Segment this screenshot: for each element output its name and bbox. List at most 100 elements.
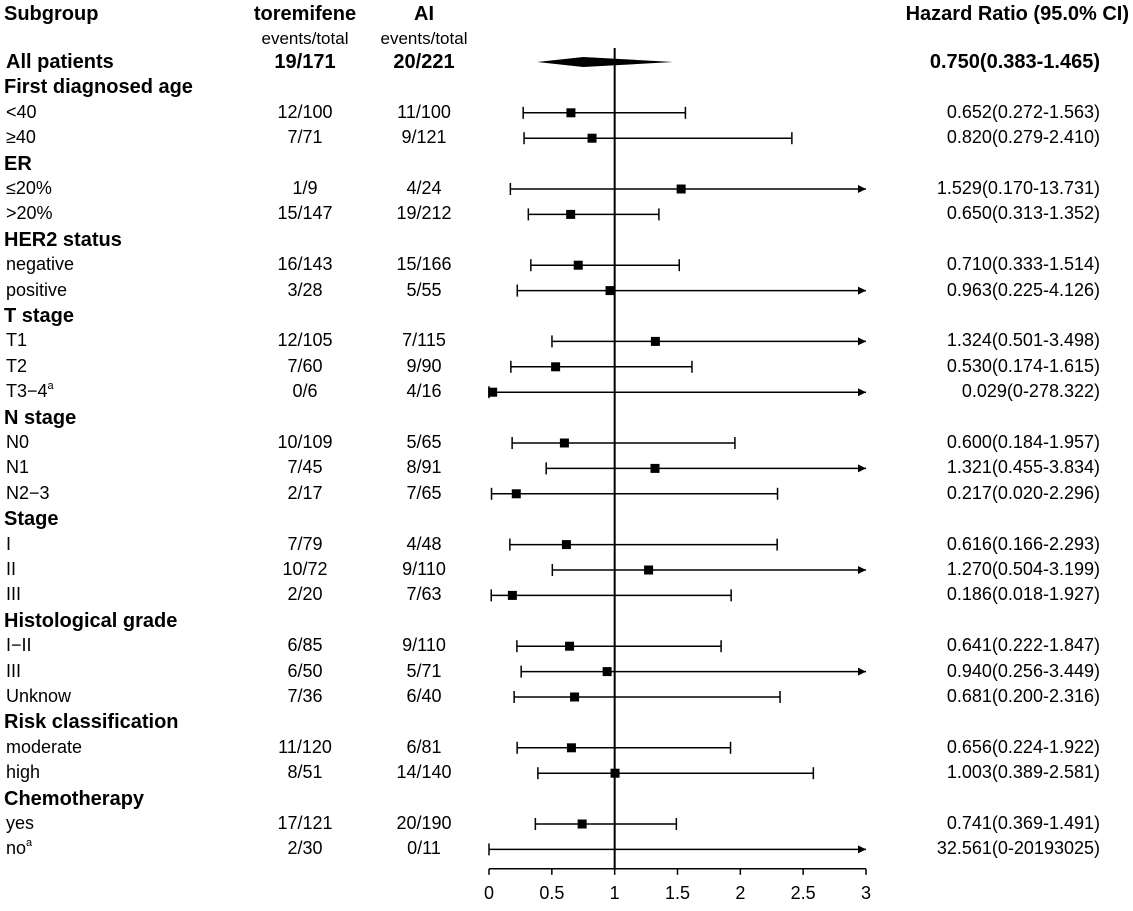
x-axis-tick-label: 0.5 <box>539 883 564 903</box>
subgroup-row-label: N1 <box>6 457 30 478</box>
toremifene-events-cell: 16/143 <box>277 254 333 275</box>
ci-arrow <box>858 464 866 473</box>
x-axis-tick-label: 2.5 <box>791 883 816 903</box>
toremifene-events-cell: 0/6 <box>292 381 318 402</box>
hazard-ratio-value: 1.003(0.389-2.581) <box>946 762 1100 783</box>
hazard-ratio-header: Hazard Ratio (95.0% CI) <box>905 3 1129 25</box>
subgroup-row-label: III <box>6 584 22 605</box>
hazard-ratio-value: 32.561(0-20193025) <box>936 838 1100 859</box>
ai-events-cell: 9/90 <box>406 355 442 376</box>
toremifene-events-cell: 7/79 <box>287 533 323 554</box>
subgroup-category-label: ER <box>4 152 32 175</box>
hazard-ratio-value: 0.029(0-278.322) <box>961 381 1100 402</box>
ci-arrow <box>858 566 866 574</box>
hazard-ratio-marker <box>587 133 597 143</box>
hazard-ratio-marker <box>507 590 517 600</box>
ai-events-cell: 15/166 <box>396 254 452 275</box>
subgroup-category-label: Histological grade <box>4 609 178 632</box>
toremifene-events-cell: 6/85 <box>287 635 323 656</box>
hazard-ratio-marker <box>559 438 569 448</box>
toremifene-events-cell: 10/72 <box>282 559 328 579</box>
hazard-ratio-value: 0.652(0.272-1.563) <box>946 101 1100 122</box>
subgroup-row-label: I <box>6 533 12 554</box>
subgroup-category-label: HER2 status <box>4 228 122 251</box>
hazard-ratio-value: 0.186(0.018-1.927) <box>946 584 1100 605</box>
subgroup-row-label: noa <box>6 837 33 859</box>
hazard-ratio-marker <box>605 286 615 296</box>
hazard-ratio-value: 1.529(0.170-13.731) <box>936 178 1100 198</box>
ai-events-cell: 0/11 <box>407 838 441 859</box>
ai-events-cell: 9/121 <box>401 127 447 148</box>
x-axis-tick-label: 2 <box>735 883 745 903</box>
hazard-ratio-value: 0.963(0.225-4.126) <box>946 279 1100 300</box>
ai-events-cell: 8/91 <box>406 457 442 478</box>
subgroup-row-label: ≥40 <box>6 127 36 148</box>
subgroup-category-label: First diagnosed age <box>4 76 193 99</box>
hazard-ratio-value: 0.940(0.256-3.449) <box>946 660 1100 681</box>
ci-arrow <box>858 337 866 346</box>
ci-arrow <box>858 845 866 854</box>
subgroup-row-label: T1 <box>6 330 28 351</box>
toremifene-events-cell: 7/36 <box>287 686 323 706</box>
toremifene-events-cell: 2/20 <box>287 584 323 605</box>
ai-header: AI <box>414 3 434 25</box>
hazard-ratio-marker <box>561 540 571 550</box>
ai-events-cell: 4/24 <box>406 178 442 198</box>
toremifene-events-cell: 7/71 <box>287 127 323 148</box>
toremifene-events-cell: 19/171 <box>274 51 336 73</box>
subgroup-row-label: III <box>6 660 22 681</box>
toremifene-events-cell: 10/109 <box>277 432 333 452</box>
ci-arrow <box>858 388 866 397</box>
subgroup-row-label: II <box>6 559 17 579</box>
hazard-ratio-marker <box>566 108 576 118</box>
subgroup-row-label: positive <box>6 279 68 300</box>
x-axis-tick-label: 1 <box>610 883 620 903</box>
toremifene-events-cell: 15/147 <box>277 203 333 224</box>
toremifene-events-cell: 6/50 <box>287 660 323 681</box>
toremifene-subheader: events/total <box>261 29 349 48</box>
subgroup-row-label: yes <box>6 813 35 833</box>
ai-events-cell: 7/65 <box>406 482 442 503</box>
hazard-ratio-value: 0.530(0.174-1.615) <box>946 355 1100 376</box>
subgroup-row-label: Unknow <box>6 686 72 706</box>
hazard-ratio-marker <box>566 743 576 753</box>
x-axis-tick-label: 3 <box>861 883 871 903</box>
toremifene-events-cell: 2/17 <box>287 482 323 503</box>
toremifene-events-cell: 7/45 <box>287 457 323 478</box>
overall-label: All patients <box>6 51 114 73</box>
subgroup-row-label: T2 <box>6 355 28 376</box>
hazard-ratio-marker <box>602 667 612 677</box>
subgroup-category-label: Risk classification <box>4 711 179 734</box>
hazard-ratio-value: 0.656(0.224-1.922) <box>946 736 1100 757</box>
toremifene-events-cell: 17/121 <box>277 813 333 833</box>
ai-events-cell: 14/140 <box>396 762 452 783</box>
hazard-ratio-value: 0.616(0.166-2.293) <box>946 533 1100 554</box>
ai-events-cell: 9/110 <box>402 635 446 656</box>
ci-arrow <box>858 286 866 295</box>
ai-events-cell: 20/221 <box>393 51 455 73</box>
toremifene-events-cell: 3/28 <box>287 279 323 300</box>
ai-events-cell: 7/115 <box>402 330 446 351</box>
ai-events-cell: 20/190 <box>396 813 452 833</box>
hazard-ratio-marker <box>644 565 654 575</box>
subgroup-category-label: T stage <box>4 305 75 327</box>
subgroup-row-label: I−II <box>6 635 32 656</box>
subgroup-row-label: >20% <box>6 203 53 224</box>
hazard-ratio-value: 0.650(0.313-1.352) <box>946 203 1100 224</box>
hazard-ratio-marker <box>551 362 561 372</box>
footnote-marker: a <box>26 837 33 850</box>
x-axis-tick-label: 0 <box>484 883 494 903</box>
hazard-ratio-marker <box>610 768 620 778</box>
hazard-ratio-value: 0.741(0.369-1.491) <box>946 813 1100 833</box>
toremifene-events-cell: 1/9 <box>292 178 318 198</box>
toremifene-events-cell: 11/120 <box>278 736 332 757</box>
hazard-ratio-value: 1.321(0.455-3.834) <box>946 457 1100 478</box>
subgroup-row-label: N2−3 <box>6 482 50 503</box>
ci-arrow <box>858 667 866 676</box>
hazard-ratio-marker <box>573 260 583 270</box>
hazard-ratio-marker <box>565 641 575 651</box>
hazard-ratio-value: 0.820(0.279-2.410) <box>946 127 1100 148</box>
ai-events-cell: 19/212 <box>396 203 452 224</box>
